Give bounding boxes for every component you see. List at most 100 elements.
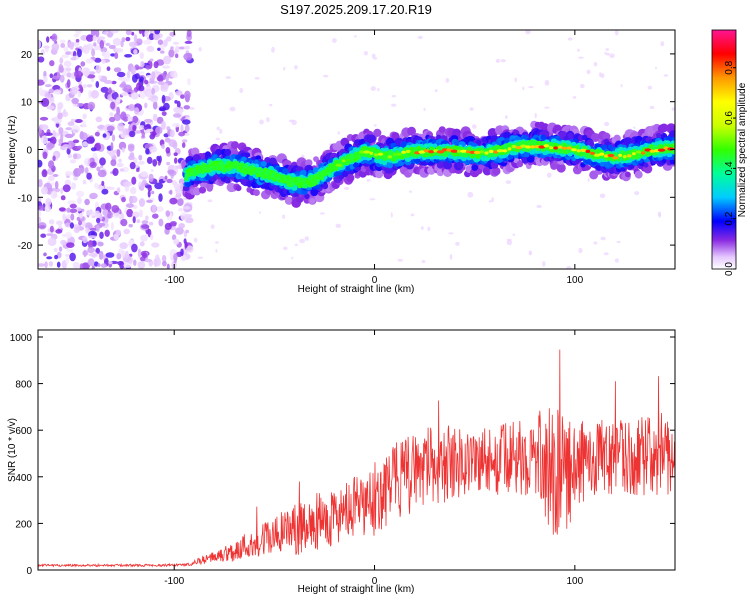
noise-blob [44, 84, 52, 88]
noise-blob [100, 86, 109, 93]
noise-blob [105, 252, 115, 258]
ridge-mark [253, 189, 260, 197]
noise-blob [48, 160, 55, 169]
noise-blob [109, 112, 114, 117]
ridge-mark [215, 148, 223, 156]
noise-blob [155, 206, 164, 213]
noise-blob [38, 159, 43, 168]
noise-blob [172, 123, 181, 128]
ridge-mark [302, 189, 308, 195]
noise-blob [84, 198, 90, 206]
noise-blob [66, 248, 74, 253]
noise-blob [108, 44, 116, 50]
noise-blob [67, 200, 76, 205]
noise-blob [99, 40, 105, 49]
noise-blob [73, 176, 79, 181]
faint-blob [259, 119, 264, 125]
faint-blob [421, 259, 426, 264]
noise-blob [96, 166, 101, 172]
noise-blob [120, 92, 129, 97]
noise-blob [154, 182, 164, 190]
faint-blob [572, 96, 577, 99]
noise-blob [163, 39, 168, 47]
noise-blob [78, 165, 85, 174]
noise-blob [164, 137, 171, 143]
noise-blob [59, 39, 66, 44]
noise-blob [145, 64, 151, 70]
noise-blob [94, 45, 102, 51]
faint-blob [449, 254, 453, 260]
ridge-mark [319, 175, 324, 180]
faint-blob [448, 232, 454, 235]
faint-blob [423, 107, 426, 111]
noise-blob [181, 139, 188, 143]
noise-blob [82, 45, 90, 54]
faint-blob [197, 256, 204, 259]
ridge-mark [625, 171, 631, 178]
noise-blob [45, 198, 52, 206]
noise-blob [65, 51, 72, 55]
noise-blob [136, 66, 144, 70]
noise-blob [71, 97, 79, 105]
faint-blob [671, 107, 675, 111]
noise-blob [87, 240, 94, 249]
noise-blob [73, 33, 80, 38]
faint-blob [488, 200, 492, 203]
noise-blob [60, 187, 64, 195]
noise-blob [112, 168, 119, 176]
faint-blob [210, 224, 215, 229]
noise-blob [174, 100, 178, 104]
noise-blob [66, 242, 75, 249]
noise-blob [105, 186, 113, 190]
noise-blob [49, 60, 55, 67]
noise-blob [95, 64, 102, 74]
noise-blob [158, 107, 166, 112]
noise-blob [65, 256, 69, 265]
faint-blob [567, 37, 573, 41]
noise-blob [183, 53, 193, 61]
noise-blob [148, 221, 154, 226]
noise-blob [70, 182, 77, 190]
noise-blob [96, 36, 106, 40]
faint-blob [282, 214, 286, 219]
noise-blob [46, 256, 53, 260]
noise-blob [149, 94, 159, 103]
noise-blob [176, 198, 184, 206]
noise-blob [91, 48, 96, 57]
noise-blob [114, 52, 119, 59]
faint-blob [528, 250, 532, 256]
faint-blob [193, 237, 198, 243]
noise-blob [70, 118, 76, 122]
ridge-mark [423, 143, 429, 149]
noise-blob [126, 70, 131, 79]
noise-blob [71, 125, 81, 134]
faint-blob [332, 38, 337, 43]
noise-blob [173, 113, 181, 118]
noise-blob [75, 30, 82, 35]
faint-blob [614, 258, 619, 263]
noise-blob [52, 155, 56, 162]
faint-blob [616, 240, 621, 244]
ridge-mark [556, 163, 566, 173]
noise-blob [87, 247, 95, 254]
noise-blob [112, 213, 121, 219]
faint-blob [301, 154, 305, 158]
noise-blob [60, 43, 66, 48]
noise-blob [38, 263, 46, 267]
noise-blob [87, 258, 95, 267]
noise-blob [132, 124, 137, 132]
ridge-mark [309, 198, 316, 205]
noise-blob [38, 205, 45, 211]
noise-blob [101, 180, 105, 186]
noise-blob [175, 165, 181, 169]
noise-blob [49, 225, 54, 233]
noise-blob [40, 135, 48, 145]
noise-blob [53, 247, 58, 253]
noise-blob [175, 90, 183, 96]
noise-blob [63, 60, 72, 68]
noise-blob [69, 208, 78, 213]
noise-blob [39, 225, 46, 229]
ridge-mark [659, 123, 669, 133]
noise-blob [108, 261, 113, 265]
noise-blob [122, 166, 129, 173]
